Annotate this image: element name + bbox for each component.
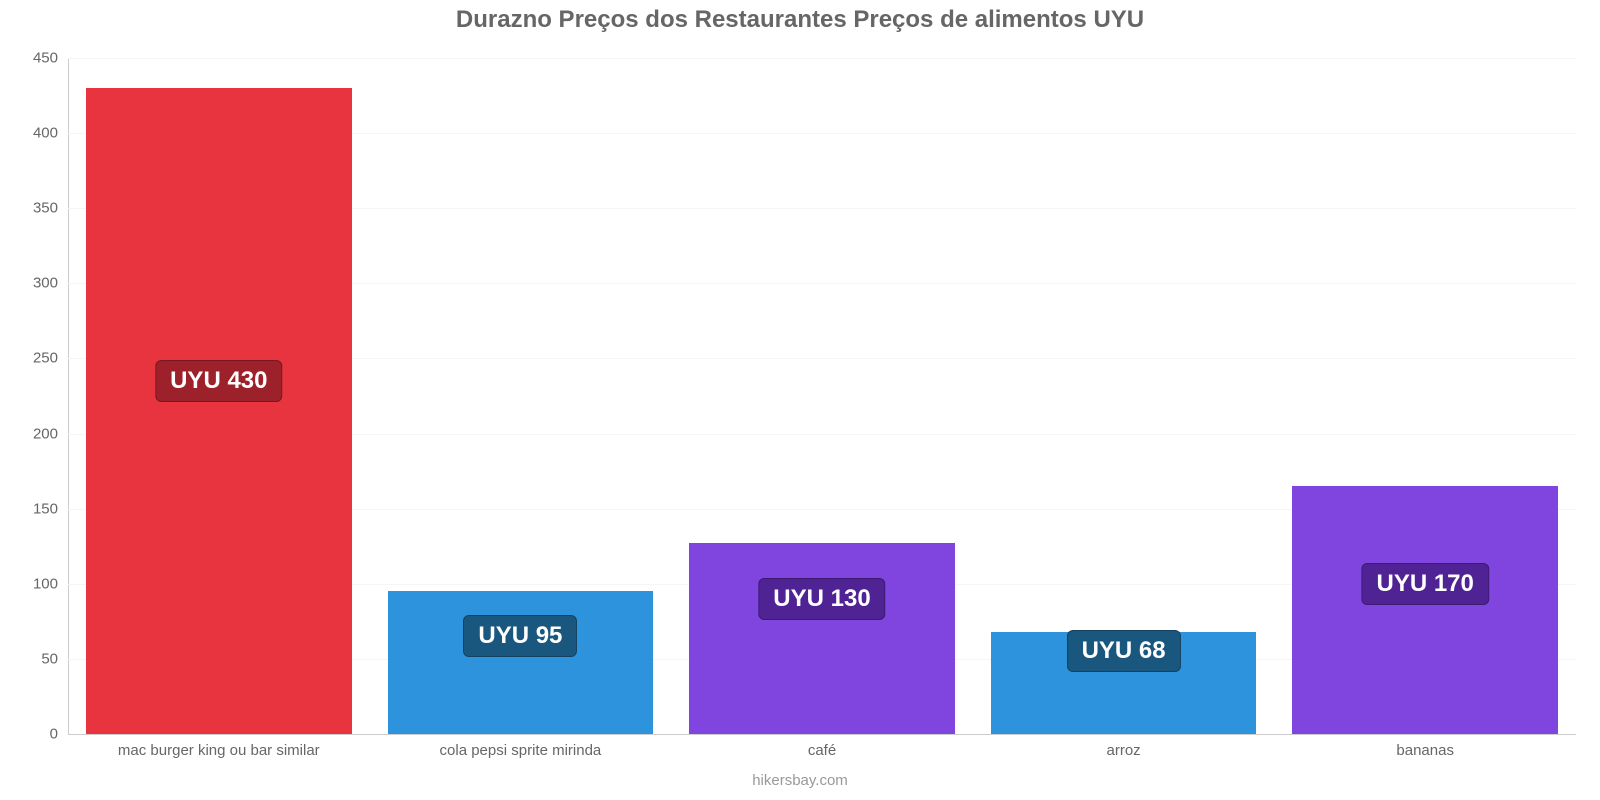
attribution-text: hikersbay.com [0, 772, 1600, 789]
bar [1292, 486, 1557, 734]
x-tick-label: cola pepsi sprite mirinda [440, 734, 602, 759]
x-tick-label: mac burger king ou bar similar [118, 734, 320, 759]
y-tick-label: 350 [33, 200, 68, 217]
y-tick-label: 50 [41, 650, 68, 667]
x-tick-label: arroz [1107, 734, 1141, 759]
bar-value-label: UYU 68 [1067, 630, 1181, 672]
y-tick-label: 250 [33, 350, 68, 367]
y-tick-label: 100 [33, 575, 68, 592]
plot-area: 050100150200250300350400450UYU 430mac bu… [68, 58, 1576, 734]
y-tick-label: 300 [33, 275, 68, 292]
x-tick-label: bananas [1396, 734, 1454, 759]
y-tick-label: 150 [33, 500, 68, 517]
bar-value-label: UYU 95 [463, 615, 577, 657]
bar [689, 543, 954, 734]
bar-value-label: UYU 130 [758, 578, 885, 620]
bar [388, 591, 653, 734]
bar-value-label: UYU 430 [155, 360, 282, 402]
grid-line [68, 58, 1576, 59]
bar-value-label: UYU 170 [1361, 563, 1488, 605]
y-tick-label: 450 [33, 50, 68, 67]
x-tick-label: café [808, 734, 836, 759]
y-tick-label: 400 [33, 125, 68, 142]
chart-title: Durazno Preços dos Restaurantes Preços d… [0, 6, 1600, 34]
bar [86, 88, 351, 734]
price-chart: Durazno Preços dos Restaurantes Preços d… [0, 0, 1600, 800]
y-axis-line [68, 58, 69, 734]
y-tick-label: 0 [50, 726, 68, 743]
y-tick-label: 200 [33, 425, 68, 442]
